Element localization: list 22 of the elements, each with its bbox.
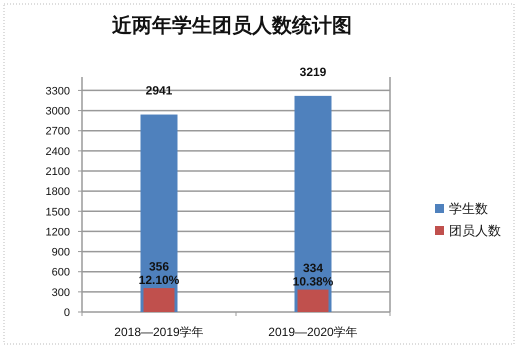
y-tick-label: 600 <box>52 266 70 279</box>
y-tick-label: 2700 <box>46 126 70 138</box>
bar <box>298 290 328 312</box>
y-tick-label: 3000 <box>46 106 70 118</box>
y-tick-label: 1800 <box>46 186 70 198</box>
y-tick-label: 900 <box>52 246 70 259</box>
data-label: 3219 <box>300 64 327 79</box>
bar <box>294 96 332 312</box>
y-tick-label: 2400 <box>46 146 70 158</box>
bar <box>144 288 174 312</box>
legend-label: 学生数 <box>449 201 488 216</box>
chart-title: 近两年学生团员人数统计图 <box>111 14 352 37</box>
y-tick-label: 2100 <box>46 166 70 178</box>
x-tick-label: 2018—2019学年 <box>114 325 204 339</box>
y-tick-label: 1500 <box>46 206 70 218</box>
legend-label: 团员人数 <box>449 223 501 238</box>
y-tick-label: 0 <box>64 307 70 319</box>
y-tick-label: 3300 <box>46 85 70 98</box>
data-label: 2941 <box>146 84 173 98</box>
y-tick-label: 1200 <box>46 226 70 238</box>
y-tick-label: 300 <box>52 286 70 299</box>
x-tick-label: 2019—2020学年 <box>268 325 358 339</box>
